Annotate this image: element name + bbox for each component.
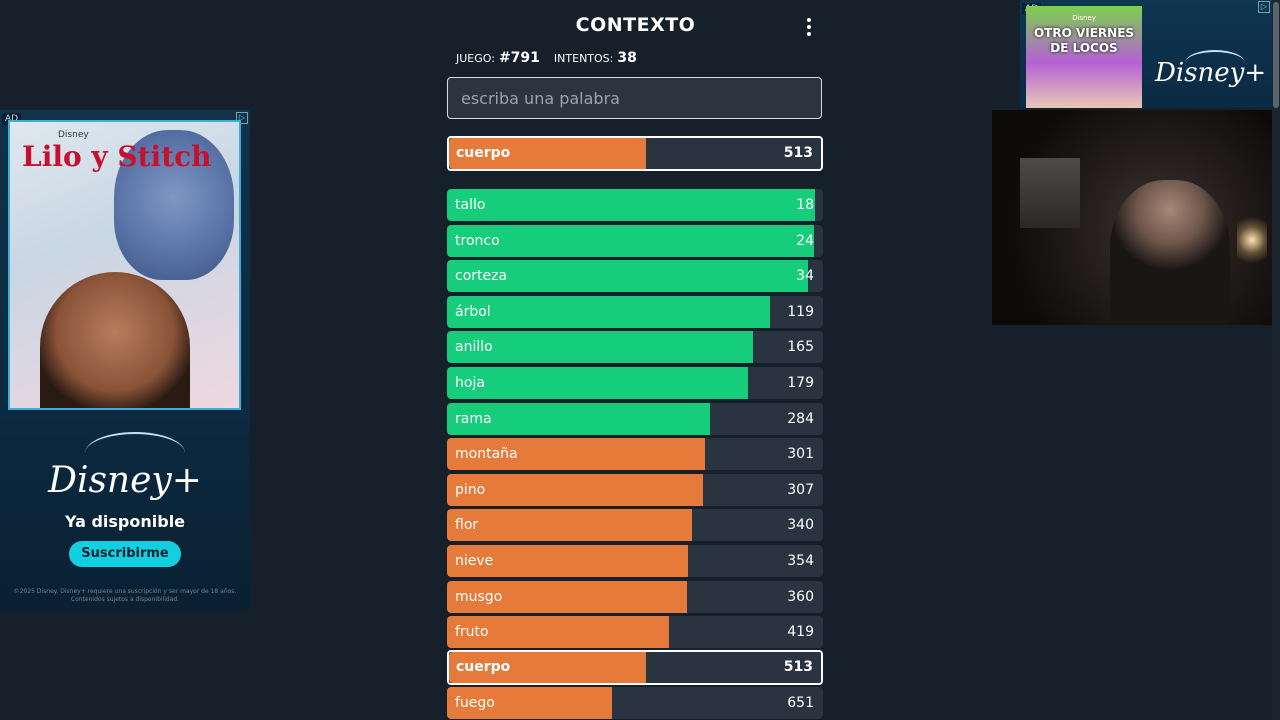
distance-bar <box>447 225 814 257</box>
distance-bar <box>447 296 770 328</box>
movie-poster[interactable]: Disney Lilo y Stitch <box>8 120 241 410</box>
guess-word: árbol <box>455 296 491 328</box>
guess-distance: 360 <box>787 581 814 613</box>
page-title: CONTEXTO <box>446 14 825 36</box>
disney-plus-logo: Disney+ <box>1155 58 1266 88</box>
guess-row: rama 284 <box>447 403 823 435</box>
guess-word: cuerpo <box>456 138 510 169</box>
guess-distance: 301 <box>787 438 814 470</box>
guess-word: tronco <box>455 225 500 257</box>
guess-word: anillo <box>455 331 493 363</box>
guess-distance: 119 <box>787 296 814 328</box>
guess-word: flor <box>455 509 478 541</box>
guess-row: musgo 360 <box>447 581 823 613</box>
guess-distance: 284 <box>787 403 814 435</box>
guess-distance: 18 <box>796 189 814 221</box>
page-scrollbar[interactable] <box>1272 0 1280 720</box>
distance-bar <box>447 331 753 363</box>
game-info: JUEGO: #791 INTENTOS: 38 <box>456 50 637 66</box>
ad-fine-print: ©2025 Disney. Disney+ requiere una suscr… <box>8 588 242 604</box>
movie-poster[interactable]: Disney OTRO VIERNES DE LOCOS <box>1026 6 1142 108</box>
webcam-background-shelf <box>1020 158 1080 228</box>
guess-distance: 651 <box>787 687 814 719</box>
guess-row: cuerpo 513 <box>447 650 823 685</box>
guess-distance: 165 <box>787 331 814 363</box>
ad-banner-left[interactable]: AD ▷ Disney Lilo y Stitch Disney+ Ya dis… <box>0 110 250 610</box>
distance-bar <box>447 189 815 221</box>
subscribe-button[interactable]: Suscribirme <box>69 541 181 567</box>
guess-distance: 419 <box>787 616 814 648</box>
girl-image <box>40 272 190 410</box>
guess-word: rama <box>455 403 492 435</box>
ad-tagline: Ya disponible <box>0 512 250 531</box>
guess-distance: 24 <box>796 225 814 257</box>
scrollbar-thumb[interactable] <box>1273 2 1279 108</box>
ad-banner-right[interactable]: AD ▷ Disney OTRO VIERNES DE LOCOS Disney… <box>1020 0 1272 108</box>
distance-bar <box>447 509 692 541</box>
poster-brand: Disney <box>58 130 89 140</box>
guess-row: flor 340 <box>447 509 823 541</box>
guess-row: pino 307 <box>447 474 823 506</box>
guess-word: cuerpo <box>456 652 510 683</box>
guess-row: nieve 354 <box>447 545 823 577</box>
guess-row: tronco 24 <box>447 225 823 257</box>
webcam-overlay <box>992 110 1280 325</box>
guess-word: montaña <box>455 438 518 470</box>
webcam-person <box>1110 180 1230 325</box>
guess-distance: 307 <box>787 474 814 506</box>
guess-distance: 179 <box>787 367 814 399</box>
disney-plus-logo: Disney+ <box>0 460 250 501</box>
guess-distance: 34 <box>796 260 814 292</box>
guess-distance: 513 <box>784 652 813 683</box>
guess-word: tallo <box>455 189 485 221</box>
poster-title: Lilo y Stitch <box>22 142 212 172</box>
game-label: JUEGO: <box>456 52 495 65</box>
guess-row: corteza 34 <box>447 260 823 292</box>
guess-row: fruto 419 <box>447 616 823 648</box>
guess-word: hoja <box>455 367 485 399</box>
last-guess-row: cuerpo 513 <box>447 136 823 171</box>
guess-word: fruto <box>455 616 489 648</box>
guess-word: corteza <box>455 260 507 292</box>
guess-row: hoja 179 <box>447 367 823 399</box>
adchoices-icon[interactable]: ▷ <box>1258 1 1270 13</box>
guess-row: anillo 165 <box>447 331 823 363</box>
game-number: #791 <box>499 50 540 66</box>
webcam-light <box>1237 210 1267 270</box>
guess-row: montaña 301 <box>447 438 823 470</box>
distance-bar <box>447 474 703 506</box>
attempts-count: 38 <box>617 50 636 66</box>
guess-word: nieve <box>455 545 493 577</box>
attempts-label: INTENTOS: <box>554 52 613 65</box>
guess-word: musgo <box>455 581 502 613</box>
distance-bar <box>447 367 748 399</box>
guess-distance: 513 <box>784 138 813 169</box>
kebab-menu-icon[interactable] <box>800 16 818 38</box>
guess-row: tallo 18 <box>447 189 823 221</box>
poster-brand: Disney <box>1026 14 1142 22</box>
guess-row: árbol 119 <box>447 296 823 328</box>
guess-word: pino <box>455 474 485 506</box>
guess-word: fuego <box>455 687 495 719</box>
guess-row: fuego 651 <box>447 687 823 719</box>
poster-title: OTRO VIERNES DE LOCOS <box>1026 26 1142 56</box>
word-input[interactable] <box>447 77 822 119</box>
guess-distance: 354 <box>787 545 814 577</box>
guess-distance: 340 <box>787 509 814 541</box>
